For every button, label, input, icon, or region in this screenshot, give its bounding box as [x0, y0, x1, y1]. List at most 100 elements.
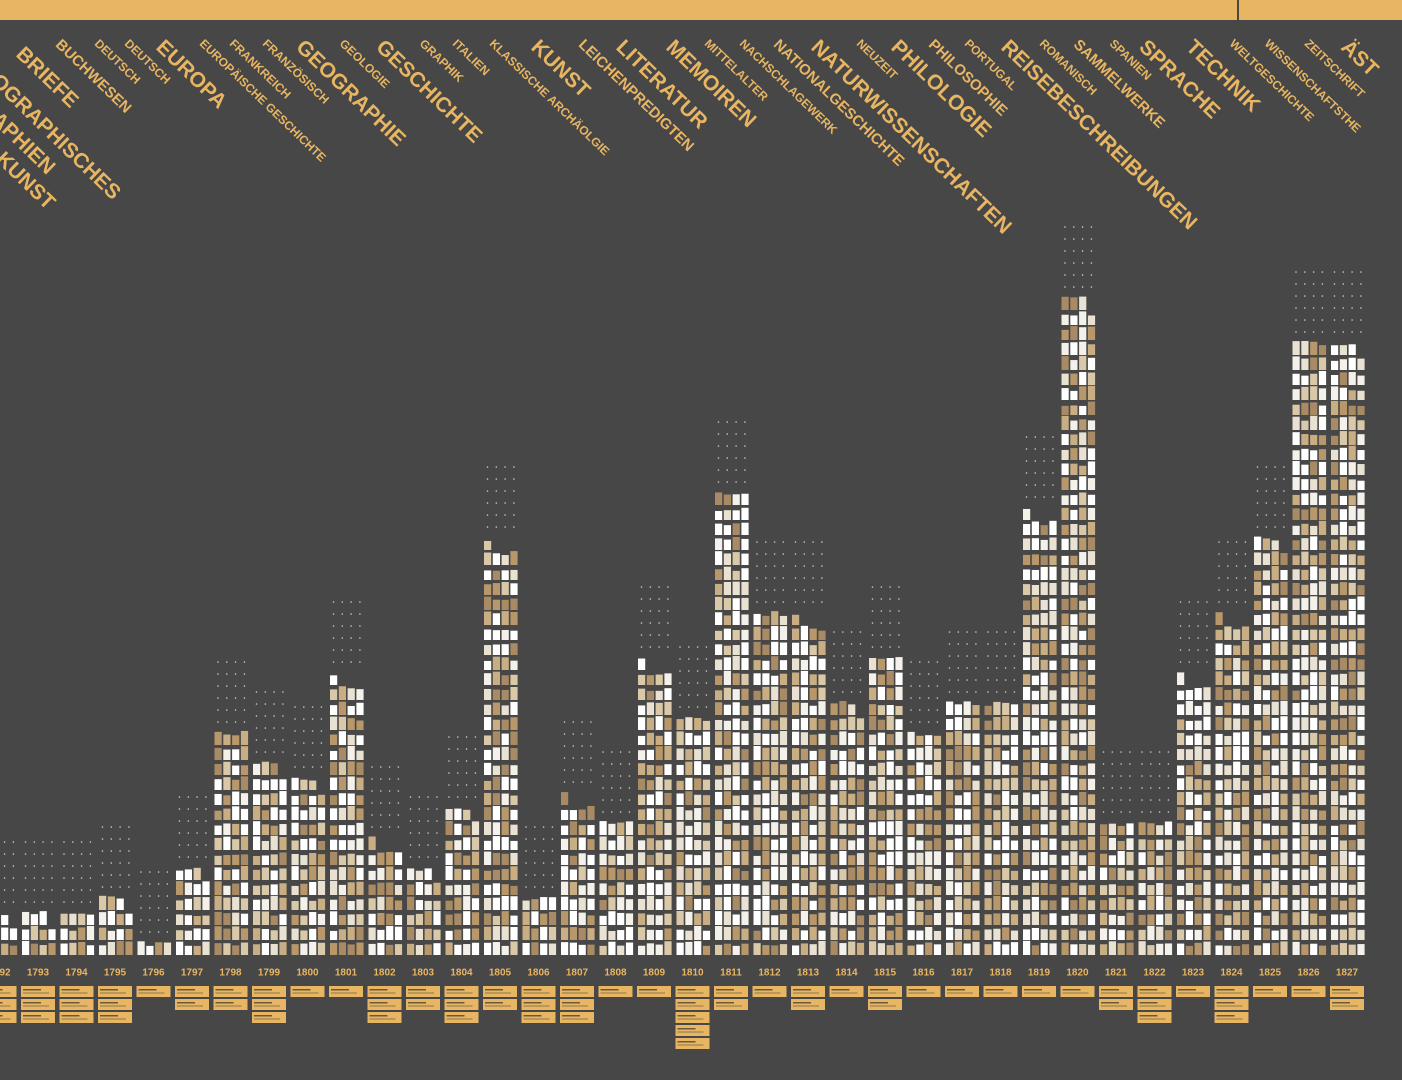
thumbnail [1010, 914, 1019, 925]
info-card[interactable] [1214, 1012, 1249, 1023]
info-card[interactable] [598, 986, 633, 997]
thumbnail [1357, 899, 1365, 910]
grid-dot [611, 751, 613, 753]
info-card[interactable] [175, 986, 209, 997]
info-card[interactable] [59, 1012, 94, 1023]
info-card[interactable] [1022, 986, 1056, 997]
info-card[interactable] [290, 986, 325, 997]
info-card[interactable] [560, 1012, 594, 1023]
info-card[interactable] [1253, 986, 1287, 997]
info-card[interactable] [0, 999, 17, 1010]
info-card[interactable] [906, 986, 941, 997]
info-card[interactable] [675, 986, 710, 997]
info-card[interactable] [521, 999, 556, 1010]
info-card[interactable] [444, 1012, 479, 1023]
info-card[interactable] [791, 986, 825, 997]
info-card[interactable] [560, 999, 594, 1010]
grid-dot [157, 907, 160, 909]
thumbnail [984, 778, 992, 790]
info-card[interactable] [136, 986, 171, 997]
info-card[interactable] [406, 999, 440, 1010]
info-card[interactable] [444, 999, 479, 1010]
info-card[interactable] [175, 999, 209, 1010]
grid-dot [457, 796, 459, 798]
info-card[interactable] [406, 986, 440, 997]
info-card[interactable] [1214, 986, 1249, 997]
info-card[interactable] [868, 986, 902, 997]
info-card[interactable] [1099, 986, 1133, 997]
info-card[interactable] [329, 986, 363, 997]
info-card[interactable] [252, 986, 286, 997]
grid-dot [735, 457, 737, 459]
info-card[interactable] [367, 999, 402, 1010]
thumbnail [963, 882, 971, 895]
info-card[interactable] [752, 986, 787, 997]
info-card[interactable] [983, 986, 1018, 997]
info-card[interactable] [1330, 999, 1364, 1010]
grid-dot [705, 682, 708, 684]
thumbnail [386, 925, 394, 940]
info-card[interactable] [868, 999, 902, 1010]
grid-dot [1283, 502, 1285, 504]
info-card[interactable] [945, 986, 979, 997]
thumbnail [39, 911, 47, 925]
info-card[interactable] [252, 999, 286, 1010]
info-card[interactable] [98, 1012, 132, 1023]
thumbnail [830, 911, 838, 925]
thumbnail [1087, 900, 1096, 910]
grid-dot [1034, 484, 1037, 486]
info-card[interactable] [21, 986, 55, 997]
info-card[interactable] [59, 986, 94, 997]
info-card[interactable] [521, 1012, 556, 1023]
thumbnail [1070, 840, 1078, 850]
info-card[interactable] [483, 986, 517, 997]
info-card[interactable] [0, 986, 17, 997]
info-card[interactable] [367, 1012, 402, 1023]
thumbnail [1310, 583, 1318, 595]
info-card[interactable] [675, 1012, 710, 1023]
info-card[interactable] [444, 986, 479, 997]
info-card[interactable] [1176, 986, 1210, 997]
grid-dot [667, 586, 669, 588]
info-card[interactable] [829, 986, 864, 997]
info-card[interactable] [1137, 999, 1172, 1010]
info-card[interactable] [637, 986, 671, 997]
info-card[interactable] [252, 1012, 286, 1023]
grid-dot [735, 469, 737, 471]
info-card[interactable] [98, 986, 132, 997]
info-card[interactable] [1214, 999, 1249, 1010]
info-card[interactable] [675, 999, 710, 1010]
info-card[interactable] [59, 999, 94, 1010]
thumbnail [1079, 930, 1087, 940]
info-card[interactable] [98, 999, 132, 1010]
info-card[interactable] [21, 999, 55, 1010]
info-card[interactable] [213, 986, 248, 997]
info-card[interactable] [714, 999, 748, 1010]
info-card[interactable] [521, 986, 556, 997]
info-card[interactable] [367, 986, 402, 997]
info-card[interactable] [213, 999, 248, 1010]
thumbnail [1061, 356, 1069, 370]
info-card[interactable] [560, 986, 594, 997]
thumbnail [869, 716, 877, 730]
info-card[interactable] [0, 1012, 17, 1023]
info-card-line [523, 1002, 542, 1004]
info-card[interactable] [1060, 986, 1095, 997]
info-card[interactable] [483, 999, 517, 1010]
thumbnail [492, 805, 500, 820]
thumbnail [993, 880, 1001, 895]
thumbnail [638, 735, 646, 745]
info-card[interactable] [791, 999, 825, 1010]
info-card[interactable] [1291, 986, 1326, 997]
info-card-line [1332, 992, 1358, 994]
info-card[interactable] [675, 1025, 710, 1036]
info-card[interactable] [1099, 999, 1133, 1010]
info-card[interactable] [675, 1038, 710, 1049]
thumbnail [1023, 825, 1031, 835]
info-card[interactable] [1330, 986, 1364, 997]
info-card[interactable] [714, 986, 748, 997]
grid-dot [255, 727, 258, 729]
info-card[interactable] [21, 1012, 55, 1023]
info-card[interactable] [1137, 986, 1172, 997]
info-card[interactable] [1137, 1012, 1172, 1023]
